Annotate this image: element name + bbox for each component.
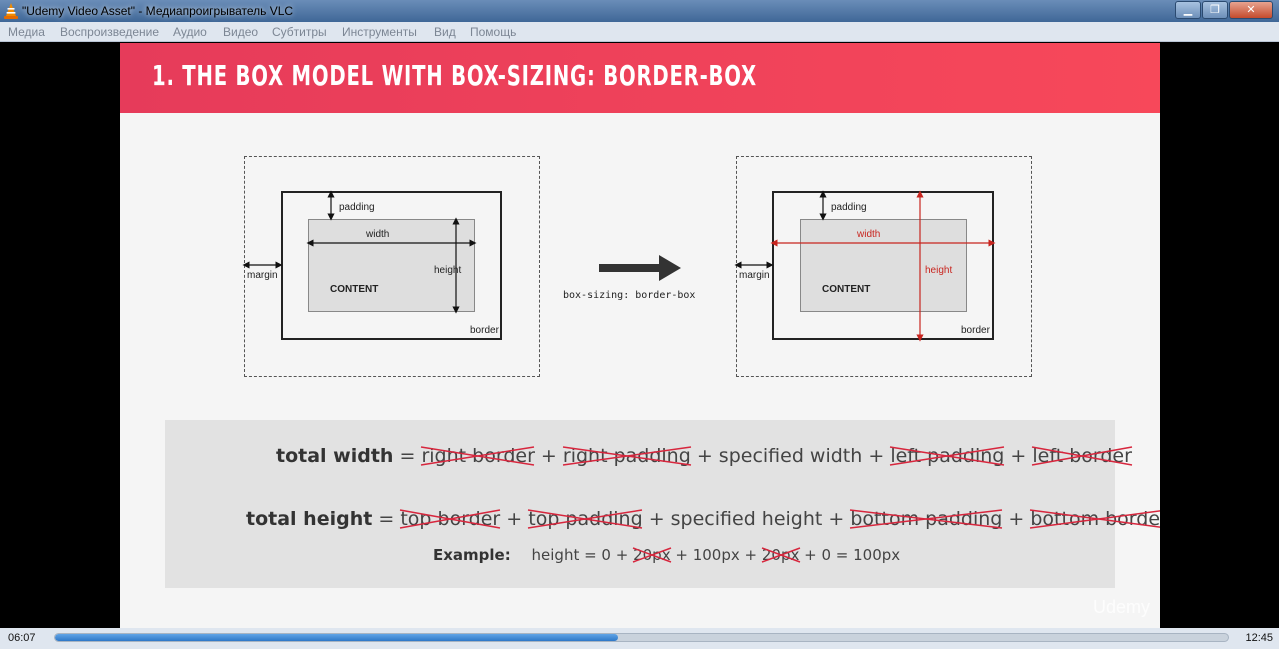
- menu-view[interactable]: Вид: [434, 25, 456, 39]
- menu-audio[interactable]: Аудио: [173, 25, 207, 39]
- menu-subtitles[interactable]: Субтитры: [272, 25, 327, 39]
- menu-media[interactable]: Медиа: [8, 25, 45, 39]
- height-label: height: [434, 265, 462, 276]
- struck-term: right border: [421, 445, 535, 467]
- struck-term: left border: [1032, 445, 1133, 467]
- vlc-cone-icon: [4, 3, 18, 19]
- seek-progress: [55, 634, 619, 641]
- content-label: CONTENT: [330, 284, 379, 295]
- strike-mark: [400, 509, 501, 529]
- strike-mark: [850, 509, 1003, 529]
- maximize-button[interactable]: ❐: [1202, 1, 1228, 19]
- struck-term: 20px: [761, 546, 801, 564]
- close-icon: ✕: [1246, 3, 1256, 16]
- padding-label: padding: [339, 202, 375, 213]
- struck-term: bottom padding: [850, 508, 1003, 530]
- equals-sign: =: [399, 445, 416, 467]
- formula-panel: total width = right border + right paddi…: [165, 420, 1160, 588]
- equals-sign: =: [378, 508, 395, 530]
- dimension-arrows: [734, 190, 996, 342]
- plus-sign: +: [540, 445, 557, 467]
- strike-mark: [1032, 446, 1133, 466]
- dimension-arrows: [242, 190, 477, 314]
- example-formula: Example: height = 0 + 20px + 100px + 20p…: [433, 546, 900, 564]
- struck-term: top border: [400, 508, 501, 530]
- total-time: 12:45: [1245, 632, 1273, 644]
- formula-label: total width: [276, 445, 394, 467]
- struck-term: right padding: [562, 445, 691, 467]
- plus-sign: +: [828, 508, 845, 530]
- title-bar: "Udemy Video Asset" - Медиапроигрыватель…: [0, 0, 1279, 22]
- plus-sign: +: [648, 508, 665, 530]
- box-sizing-caption: box-sizing: border-box: [563, 290, 696, 301]
- content-label: CONTENT: [822, 284, 871, 295]
- margin-label: margin: [739, 270, 770, 281]
- example-label: Example:: [433, 546, 511, 564]
- struck-term: 20px: [632, 546, 672, 564]
- window-title: "Udemy Video Asset" - Медиапроигрыватель…: [22, 4, 294, 18]
- plus-sign: +: [1010, 445, 1027, 467]
- udemy-watermark: Udemy: [1092, 597, 1150, 617]
- plus-sign: +: [1008, 508, 1025, 530]
- example-part: + 0 = 100px: [804, 546, 901, 564]
- menu-playback[interactable]: Воспроизведение: [60, 25, 160, 39]
- menu-video[interactable]: Видео: [223, 25, 259, 39]
- strike-mark: [632, 547, 672, 563]
- kept-term: specified height: [670, 508, 823, 530]
- width-label: width: [857, 229, 881, 240]
- seek-bar[interactable]: [54, 633, 1229, 642]
- total-height-formula: total height = top border + top padding …: [246, 508, 1160, 530]
- plus-sign: +: [868, 445, 885, 467]
- border-label: border: [470, 325, 499, 336]
- video-frame[interactable]: 1. THE BOX MODEL WITH BOX-SIZING: BORDER…: [120, 43, 1160, 628]
- height-label: height: [925, 265, 953, 276]
- strike-mark: [528, 509, 643, 529]
- maximize-icon: ❐: [1210, 3, 1220, 16]
- content-area: [308, 219, 475, 312]
- right-arrow-icon: [599, 255, 681, 281]
- strike-mark: [761, 547, 801, 563]
- strike-mark: [890, 446, 1005, 466]
- struck-term: bottom border: [1030, 508, 1160, 530]
- strike-mark: [562, 446, 691, 466]
- width-label: width: [366, 229, 390, 240]
- menu-help[interactable]: Помощь: [470, 25, 517, 39]
- example-part: height = 0 +: [531, 546, 629, 564]
- strike-mark: [421, 446, 535, 466]
- menu-bar: Медиа Воспроизведение Аудио Видео Субтит…: [0, 22, 1279, 42]
- struck-term: top padding: [528, 508, 643, 530]
- minimize-icon: ▁: [1183, 3, 1193, 16]
- slide-title: 1. THE BOX MODEL WITH BOX-SIZING: BORDER…: [152, 59, 757, 92]
- strike-mark: [1030, 509, 1160, 529]
- margin-label: margin: [247, 270, 278, 281]
- elapsed-time: 06:07: [8, 632, 36, 644]
- menu-tools[interactable]: Инструменты: [342, 25, 417, 39]
- plus-sign: +: [696, 445, 713, 467]
- close-button[interactable]: ✕: [1229, 1, 1273, 19]
- minimize-button[interactable]: ▁: [1175, 1, 1201, 19]
- example-part: + 100px +: [675, 546, 758, 564]
- plus-sign: +: [506, 508, 523, 530]
- total-width-formula: total width = right border + right paddi…: [276, 445, 1133, 467]
- kept-term: specified width: [718, 445, 863, 467]
- content-area: [800, 219, 967, 312]
- border-label: border: [961, 325, 990, 336]
- padding-label: padding: [831, 202, 867, 213]
- struck-term: left padding: [890, 445, 1005, 467]
- playback-controls: 06:07 12:45: [0, 628, 1279, 649]
- formula-label: total height: [246, 508, 373, 530]
- slide-banner: 1. THE BOX MODEL WITH BOX-SIZING: BORDER…: [120, 43, 1160, 113]
